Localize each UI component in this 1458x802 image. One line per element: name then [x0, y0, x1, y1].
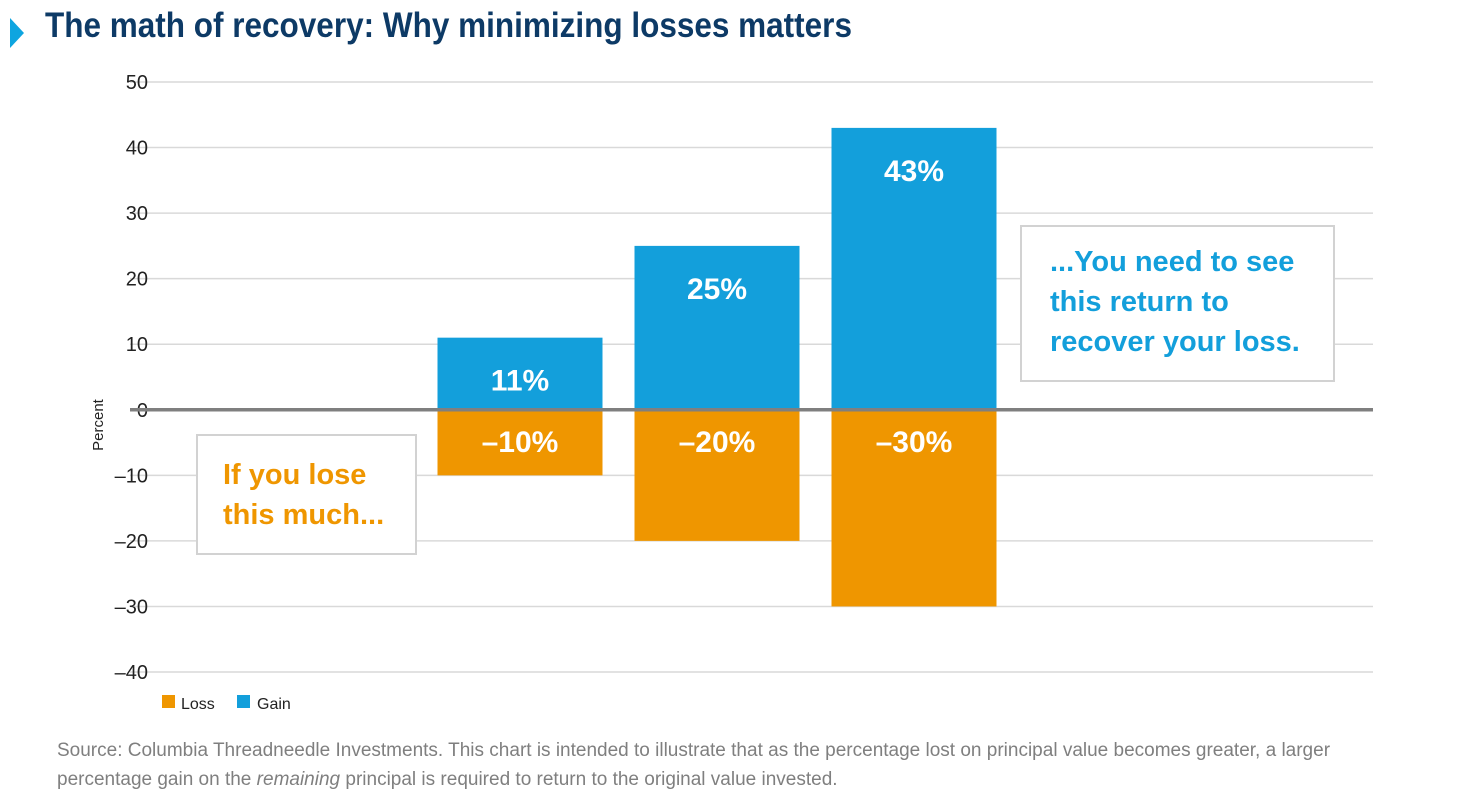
- source-note: Source: Columbia Threadneedle Investment…: [57, 736, 1357, 794]
- gain-callout: ...You need to see this return to recove…: [1020, 225, 1335, 382]
- y-tick-label: 30: [126, 203, 148, 225]
- y-tick-label: 10: [126, 334, 148, 356]
- gain-bar: [831, 127, 997, 410]
- gain-data-label: 43%: [884, 155, 944, 188]
- y-axis-tick-labels: 50403020100–10–20–30–40: [115, 72, 148, 684]
- loss-callout-text: If you lose this much...: [223, 459, 384, 531]
- gain-callout-line-3: recover your loss.: [1050, 326, 1300, 358]
- recovery-bar-chart: 50403020100–10–20–30–40 Percent –10%11%–…: [90, 72, 1373, 713]
- loss-bar: [437, 409, 603, 476]
- gain-bar: [634, 245, 800, 410]
- legend-loss-label: Loss: [181, 696, 215, 713]
- y-tick-label: –40: [115, 662, 148, 684]
- loss-data-label: –10%: [482, 426, 559, 459]
- gain-callout-line-2: this return to: [1050, 286, 1229, 318]
- loss-callout-box: [196, 434, 417, 555]
- gain-bar: [437, 337, 603, 410]
- loss-callout-line-1: If you lose: [223, 459, 366, 491]
- y-tick-label: 40: [126, 138, 148, 160]
- bars: [437, 127, 997, 607]
- y-tick-label: –10: [115, 465, 148, 487]
- data-labels: –10% 11% –20% 25% –30% 43%: [482, 155, 953, 459]
- loss-callout-line-2: this much...: [223, 499, 384, 531]
- y-axis-label: Percent: [90, 398, 107, 451]
- legend-gain-label: Gain: [257, 696, 291, 713]
- y-tick-label: 50: [126, 72, 148, 94]
- legend: Loss Gain: [162, 695, 291, 713]
- title-marker-icon: [10, 18, 24, 48]
- y-tick-label: –30: [115, 596, 148, 618]
- source-note-text-end: principal is required to return to the o…: [340, 769, 838, 790]
- source-note-emphasis: remaining: [256, 769, 341, 790]
- legend-gain-swatch: [237, 695, 250, 708]
- loss-bar: [831, 409, 997, 607]
- gain-callout-text: ...You need to see this return to recove…: [1050, 246, 1302, 358]
- loss-bar: [634, 409, 800, 541]
- gain-data-label: 25%: [687, 273, 747, 306]
- gain-callout-box: [1020, 225, 1335, 382]
- y-tick-label: 20: [126, 269, 148, 291]
- loss-callout: If you lose this much...: [196, 434, 417, 555]
- chart-title: The math of recovery: Why minimizing los…: [45, 6, 852, 45]
- loss-data-label: –30%: [876, 426, 953, 459]
- gain-data-label: 11%: [491, 365, 549, 398]
- loss-data-label: –20%: [679, 426, 756, 459]
- gain-callout-line-1: ...You need to see: [1050, 246, 1294, 278]
- legend-loss-swatch: [162, 695, 175, 708]
- source-note-text: Source: Columbia Threadneedle Investment…: [57, 740, 1331, 790]
- y-tick-label: –20: [115, 531, 148, 553]
